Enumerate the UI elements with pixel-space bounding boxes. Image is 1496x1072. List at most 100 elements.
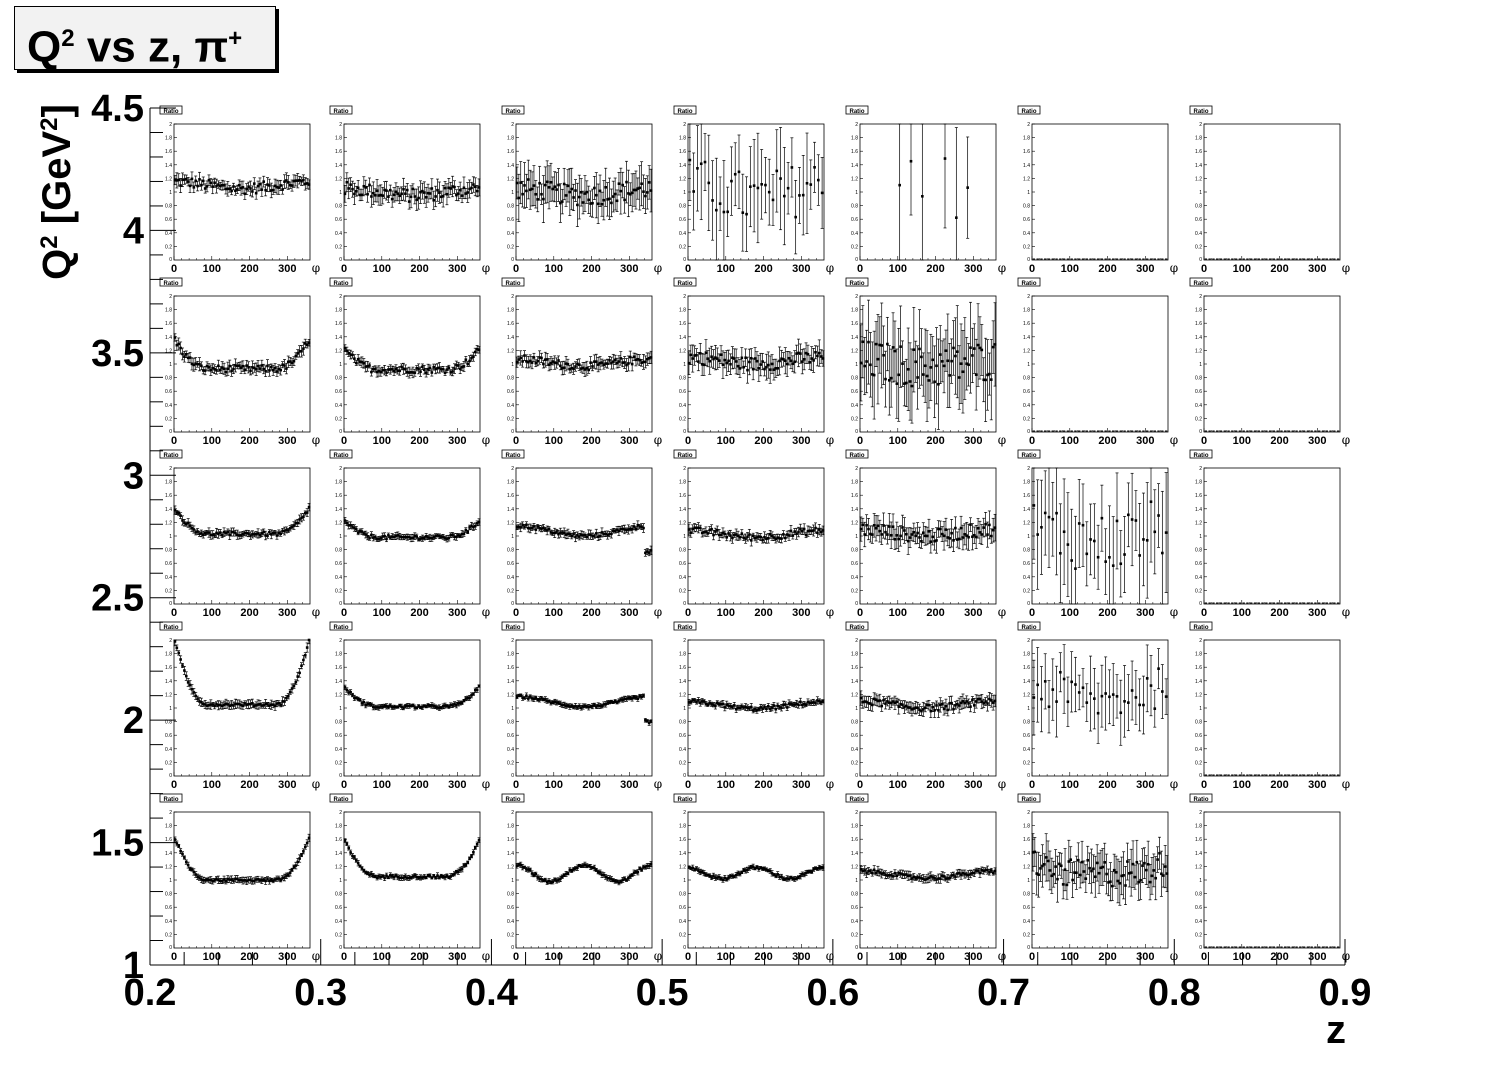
panel-y-tick-label: 0.4	[507, 575, 514, 581]
panel-y-tick-label: 2	[511, 466, 514, 472]
data-point	[549, 531, 553, 534]
data-point	[262, 530, 266, 534]
data-point	[434, 367, 437, 371]
data-point	[542, 362, 545, 366]
data-point	[462, 532, 466, 536]
data-point	[602, 198, 606, 202]
data-point	[615, 361, 619, 365]
panel-y-tick-label: 1.6	[165, 149, 172, 155]
data-point	[455, 193, 458, 197]
data-point	[379, 537, 383, 540]
data-point	[211, 366, 215, 370]
data-point	[636, 357, 640, 361]
panel-y-tick-label: 2	[339, 294, 342, 300]
data-point	[613, 192, 617, 196]
panel-x-tick-label: 200	[926, 263, 944, 275]
data-point	[736, 534, 740, 538]
data-point	[787, 356, 791, 360]
panel-x-tick-label: 200	[582, 435, 600, 447]
data-point	[583, 534, 587, 537]
data-point	[927, 530, 931, 533]
panel-y-tick-label: 0.2	[1195, 416, 1202, 422]
panel-y-tick-label: 0.2	[851, 588, 858, 594]
data-point	[530, 361, 534, 364]
data-point	[984, 522, 987, 526]
data-point	[521, 360, 524, 363]
panel-x-tick-label: 100	[889, 435, 907, 447]
data-point	[415, 535, 419, 538]
data-point	[258, 533, 262, 537]
data-point	[526, 526, 530, 530]
data-point	[760, 183, 763, 186]
data-point	[226, 187, 230, 191]
data-point	[884, 530, 887, 534]
data-point	[920, 355, 923, 359]
data-point	[353, 192, 356, 196]
panel-legend-box	[673, 105, 697, 115]
data-point	[303, 342, 307, 345]
data-point	[449, 187, 453, 190]
data-point	[275, 534, 279, 537]
panel-y-tick-label: 1.8	[507, 136, 514, 142]
data-point	[608, 197, 611, 201]
panel-legend-box	[329, 105, 353, 115]
data-point	[547, 186, 551, 189]
data-point	[598, 189, 602, 193]
data-point	[254, 191, 258, 195]
panel-y-tick-label: 1.4	[165, 507, 172, 513]
data-point	[802, 357, 806, 361]
panel-y-tick-label: 0.2	[507, 588, 514, 594]
data-point	[181, 352, 184, 356]
data-point	[931, 358, 935, 362]
panel-y-tick-label: 1.8	[1023, 136, 1030, 142]
panel-y-tick-label: 1.8	[1195, 136, 1202, 142]
data-point	[288, 527, 292, 530]
data-point	[791, 534, 795, 537]
data-point	[472, 355, 475, 359]
data-point	[383, 188, 386, 192]
panel-y-tick-label: 2	[1027, 294, 1030, 300]
data-point	[519, 356, 523, 360]
panel-y-tick-label: 0.2	[335, 416, 342, 422]
panel-y-tick-label: 0.2	[679, 588, 686, 594]
data-point	[275, 370, 279, 373]
data-point	[526, 178, 530, 181]
data-point	[783, 359, 787, 363]
data-point	[398, 194, 402, 198]
panel-x-label: φ	[826, 433, 834, 447]
data-point	[898, 183, 901, 187]
data-point	[351, 353, 354, 357]
data-point	[302, 515, 305, 519]
panel-x-label: φ	[1170, 261, 1178, 275]
data-point	[523, 354, 526, 357]
data-point	[880, 533, 884, 536]
panel-x-tick-label: 200	[926, 435, 944, 447]
data-point	[460, 194, 464, 197]
data-point	[706, 532, 710, 535]
data-point	[534, 528, 538, 531]
data-point	[722, 210, 726, 214]
data-point	[564, 194, 568, 197]
data-point	[300, 516, 303, 520]
data-point	[982, 526, 986, 529]
data-point	[394, 190, 398, 194]
panel-y-tick-label: 0.8	[679, 548, 686, 554]
data-point	[647, 181, 651, 184]
panel-y-tick-label: 0.4	[851, 575, 858, 581]
panel-legend-label: Ratio	[1022, 109, 1037, 115]
panel-x-tick-label: 300	[792, 435, 810, 447]
data-point	[577, 195, 581, 199]
data-point	[390, 535, 394, 538]
panel-y-tick-label: 1.6	[1195, 149, 1202, 155]
data-point	[447, 366, 451, 370]
panel-y-tick-label: 0.4	[335, 231, 342, 237]
data-point	[774, 367, 778, 370]
panel-y-tick-label: 2	[855, 466, 858, 472]
data-point	[445, 192, 449, 196]
panel-x-label: φ	[826, 261, 834, 275]
data-point	[734, 360, 738, 363]
data-point	[649, 189, 653, 192]
data-point	[200, 364, 203, 368]
data-point	[373, 193, 377, 197]
panel-y-tick-label: 1	[169, 362, 172, 368]
